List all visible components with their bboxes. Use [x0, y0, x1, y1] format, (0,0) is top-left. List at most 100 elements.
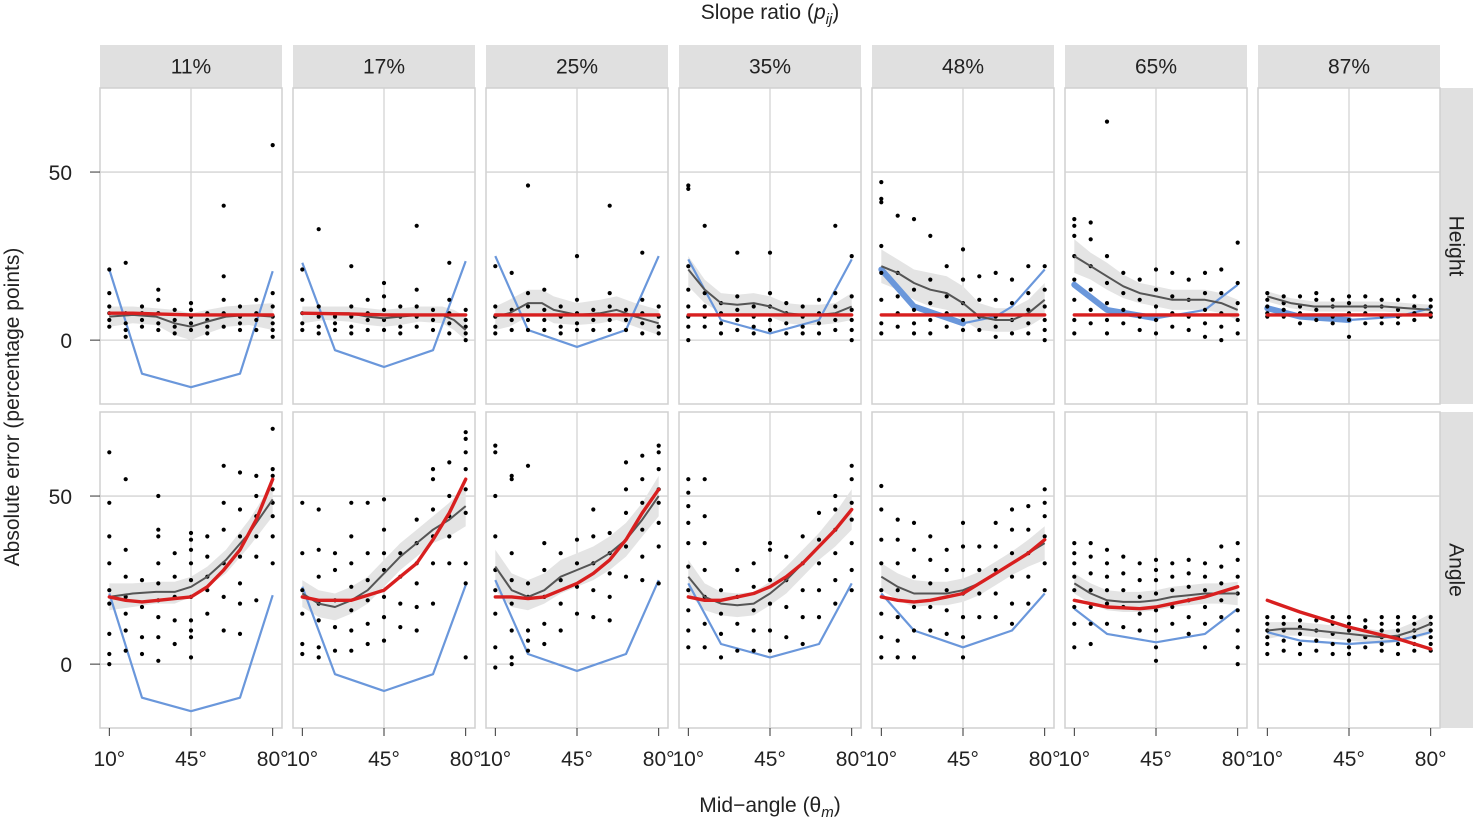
data-point	[849, 463, 854, 468]
data-point	[1202, 621, 1208, 626]
data-point	[542, 307, 547, 312]
data-point	[1202, 291, 1208, 296]
data-point	[816, 537, 822, 542]
data-point	[607, 291, 612, 296]
model-line-blue	[494, 579, 660, 672]
data-point	[1346, 645, 1352, 650]
data-point	[1026, 331, 1031, 336]
panel-angle-17pct	[300, 430, 468, 693]
data-point	[123, 594, 128, 600]
data-point	[1330, 297, 1335, 302]
data-point	[751, 608, 756, 613]
x-tick-label: 10°	[865, 748, 897, 771]
data-point	[718, 321, 724, 326]
data-point	[1072, 604, 1077, 610]
panel-angle-11pct	[107, 426, 275, 713]
x-tick-label: 45°	[368, 748, 400, 771]
data-point	[188, 530, 194, 536]
panel-height-11pct	[107, 143, 275, 389]
model-line-red	[879, 538, 1047, 604]
data-point	[1202, 334, 1208, 339]
data-point	[1009, 331, 1015, 336]
data-point	[751, 561, 756, 566]
data-point	[640, 331, 645, 336]
data-point	[1153, 591, 1159, 596]
data-point	[493, 443, 498, 448]
data-point	[365, 500, 370, 505]
data-point	[509, 317, 514, 323]
x-tick-label: 80°	[257, 748, 289, 771]
panel-angle-35pct	[686, 463, 854, 660]
data-point	[718, 631, 724, 637]
data-point	[1219, 615, 1224, 620]
data-point	[237, 321, 243, 326]
data-point	[1395, 297, 1401, 302]
data-point	[767, 317, 773, 323]
data-point	[205, 324, 210, 329]
column-facet-title: Slope ratio (pij)	[701, 1, 840, 28]
data-point	[895, 588, 900, 593]
data-point	[686, 287, 691, 292]
data-point	[1137, 277, 1142, 282]
data-point	[1363, 321, 1368, 326]
data-point	[300, 327, 305, 333]
data-point	[349, 608, 354, 613]
data-point	[270, 426, 275, 431]
data-point	[525, 581, 531, 586]
data-point	[816, 561, 822, 566]
data-point	[656, 544, 661, 549]
data-point	[574, 561, 580, 566]
data-point	[270, 561, 275, 566]
model-line-blue	[687, 258, 853, 335]
data-point	[574, 254, 580, 259]
data-point	[800, 588, 805, 593]
data-point	[1186, 327, 1191, 333]
x-tick-label: 10°	[479, 748, 511, 771]
data-point	[463, 510, 468, 515]
data-point	[607, 327, 612, 333]
data-point	[1235, 541, 1240, 546]
data-point	[686, 324, 691, 329]
data-point	[1009, 277, 1015, 282]
data-point	[447, 460, 452, 465]
y-tick-label: 50	[49, 162, 72, 185]
data-point	[928, 534, 933, 539]
x-tick-label: 45°	[1333, 748, 1365, 771]
data-point	[1235, 317, 1240, 323]
data-point	[640, 554, 645, 559]
data-point	[1104, 254, 1110, 259]
data-point	[656, 520, 661, 526]
data-point	[574, 584, 580, 589]
data-point	[123, 260, 128, 265]
data-point	[430, 601, 436, 606]
data-point	[1219, 564, 1224, 569]
data-point	[1412, 615, 1417, 620]
data-point	[221, 203, 226, 208]
data-point	[1314, 618, 1319, 623]
data-point	[188, 655, 194, 660]
data-point	[911, 604, 917, 610]
data-point	[1088, 220, 1093, 225]
column-strip-label: 11%	[171, 56, 211, 79]
data-point	[1137, 628, 1142, 633]
data-point	[509, 270, 514, 275]
data-point	[463, 487, 468, 492]
data-point	[1072, 217, 1077, 222]
data-point	[686, 338, 691, 343]
data-point	[270, 514, 275, 519]
data-point	[509, 655, 514, 660]
data-point	[1042, 487, 1047, 492]
data-point	[849, 541, 854, 546]
column-strip-label: 48%	[942, 56, 984, 79]
data-point	[381, 294, 387, 299]
data-point	[107, 601, 112, 606]
data-point	[1379, 297, 1384, 302]
data-point	[1026, 527, 1031, 532]
data-point	[447, 321, 452, 326]
data-point	[1072, 233, 1077, 238]
x-tick-label: 45°	[175, 748, 207, 771]
panel-angle-25pct	[493, 443, 661, 672]
data-point	[767, 578, 773, 583]
data-point	[107, 534, 112, 539]
data-point	[1186, 557, 1191, 563]
